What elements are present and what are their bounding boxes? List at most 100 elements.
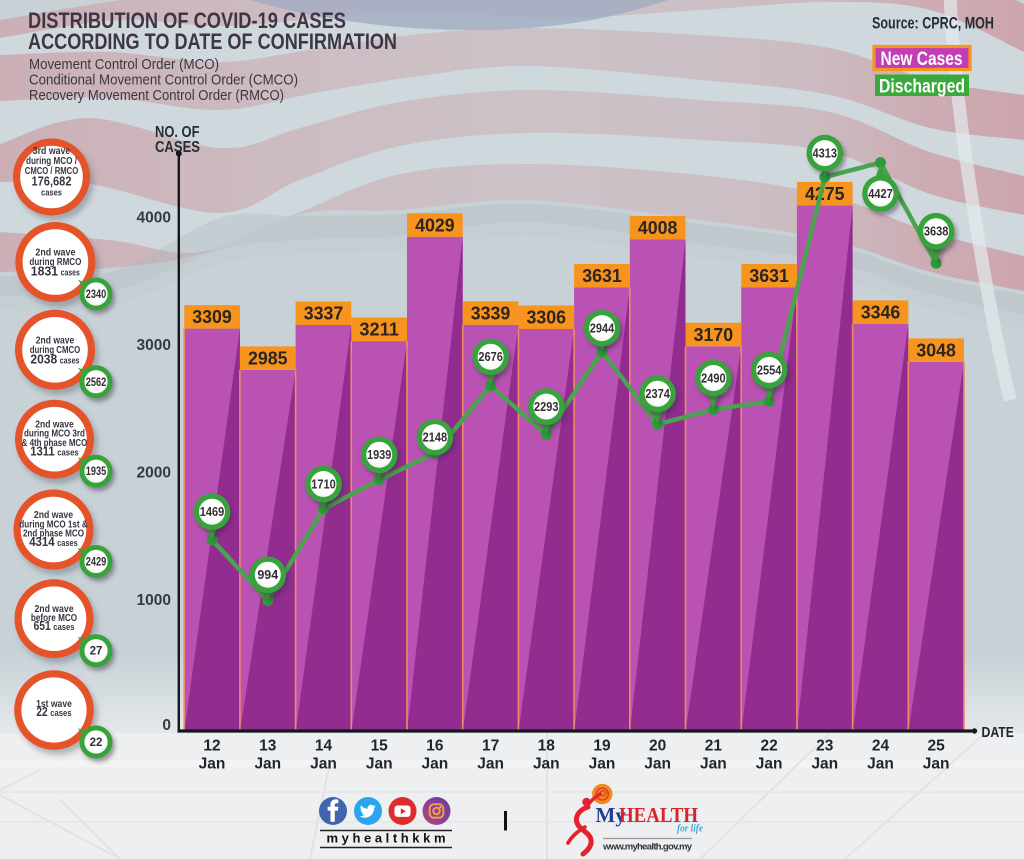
- svg-text:1935: 1935: [86, 466, 107, 478]
- svg-text:3339: 3339: [471, 302, 511, 323]
- svg-text:15: 15: [371, 738, 389, 755]
- svg-text:3631: 3631: [582, 265, 622, 286]
- svg-text:for life: for life: [677, 824, 703, 835]
- svg-text:New Cases: New Cases: [881, 48, 963, 70]
- svg-text:2429: 2429: [86, 557, 107, 569]
- svg-text:Jan: Jan: [923, 756, 950, 773]
- svg-text:4029: 4029: [415, 214, 455, 235]
- svg-text:Jan: Jan: [310, 756, 337, 773]
- svg-text:2374: 2374: [645, 387, 670, 401]
- svg-text:NO. OF: NO. OF: [155, 124, 200, 141]
- svg-text:Jan: Jan: [477, 756, 504, 773]
- svg-text:13: 13: [259, 738, 277, 755]
- svg-text:22: 22: [760, 738, 777, 755]
- svg-text:2293: 2293: [534, 400, 559, 414]
- svg-text:during RMCO: during RMCO: [29, 256, 81, 268]
- svg-text:25: 25: [927, 738, 945, 755]
- svg-text:27: 27: [90, 646, 103, 658]
- svg-text:1469: 1469: [200, 505, 225, 519]
- svg-text:2nd wave: 2nd wave: [36, 334, 75, 346]
- svg-text:1000: 1000: [137, 592, 171, 609]
- svg-text:Conditional Movement Control O: Conditional Movement Control Order (CMCO…: [29, 72, 298, 89]
- svg-text:Jan: Jan: [366, 756, 393, 773]
- svg-text:21: 21: [705, 738, 723, 755]
- svg-text:CMCO / RMCO: CMCO / RMCO: [25, 165, 79, 177]
- svg-text:Jan: Jan: [199, 756, 226, 773]
- svg-text:& 4th phase MCO: & 4th phase MCO: [22, 437, 88, 449]
- svg-text:2490: 2490: [701, 371, 726, 385]
- svg-text:4000: 4000: [137, 210, 171, 227]
- svg-text:Jan: Jan: [811, 756, 838, 773]
- svg-text:176,682: 176,682: [32, 174, 72, 189]
- svg-text:1710: 1710: [311, 477, 336, 491]
- svg-text:DISTRIBUTION OF COVID-19 CASES: DISTRIBUTION OF COVID-19 CASES: [28, 8, 346, 33]
- svg-text:2562: 2562: [86, 377, 107, 389]
- svg-text:3346: 3346: [861, 301, 901, 322]
- svg-text:during MCO 3rd: during MCO 3rd: [24, 428, 85, 440]
- svg-text:2nd phase MCO: 2nd phase MCO: [23, 528, 84, 540]
- svg-text:before MCO: before MCO: [31, 612, 77, 624]
- svg-text:3638: 3638: [924, 225, 949, 239]
- svg-text:3309: 3309: [192, 306, 232, 327]
- svg-text:Jan: Jan: [254, 756, 281, 773]
- svg-text:myhealthkkm: myhealthkkm: [327, 831, 446, 846]
- svg-text:4008: 4008: [638, 217, 678, 238]
- svg-text:3170: 3170: [694, 324, 734, 345]
- svg-text:Recovery Movement Control Orde: Recovery Movement Control Order (RMCO): [29, 87, 284, 104]
- svg-text:2148: 2148: [423, 431, 448, 445]
- svg-text:1st wave: 1st wave: [36, 698, 72, 710]
- svg-text:994: 994: [257, 568, 278, 582]
- svg-text:during MCO /: during MCO /: [26, 155, 77, 167]
- svg-text:2985: 2985: [248, 347, 288, 368]
- svg-text:Jan: Jan: [867, 756, 894, 773]
- svg-text:Jan: Jan: [589, 756, 616, 773]
- svg-text:Discharged: Discharged: [879, 75, 965, 97]
- svg-text:4427: 4427: [868, 187, 893, 201]
- svg-text:22: 22: [90, 737, 103, 749]
- svg-text:3631: 3631: [749, 265, 789, 286]
- svg-text:2676: 2676: [478, 350, 503, 364]
- svg-text:3306: 3306: [527, 307, 567, 328]
- svg-text:Source: CPRC, MOH: Source: CPRC, MOH: [872, 14, 994, 33]
- svg-text:HEALTH: HEALTH: [619, 803, 698, 827]
- svg-text:18: 18: [538, 738, 556, 755]
- svg-text:CASES: CASES: [155, 139, 200, 156]
- svg-text:during MCO 1st &: during MCO 1st &: [19, 519, 88, 531]
- svg-text:3337: 3337: [304, 303, 344, 324]
- svg-text:3211: 3211: [359, 319, 399, 340]
- svg-text:Jan: Jan: [756, 756, 783, 773]
- svg-text:2nd wave: 2nd wave: [34, 603, 73, 615]
- svg-text:2nd wave: 2nd wave: [34, 509, 73, 521]
- svg-text:17: 17: [482, 738, 499, 755]
- svg-text:Jan: Jan: [533, 756, 560, 773]
- svg-text:24: 24: [872, 738, 890, 755]
- svg-text:2nd wave: 2nd wave: [35, 419, 74, 431]
- svg-text:2554: 2554: [757, 363, 782, 377]
- svg-text:Jan: Jan: [644, 756, 671, 773]
- svg-text:4275: 4275: [805, 183, 845, 204]
- svg-text:3048: 3048: [916, 339, 956, 360]
- svg-text:My: My: [596, 803, 627, 827]
- svg-text:DATE: DATE: [982, 724, 1015, 741]
- svg-text:1939: 1939: [367, 448, 392, 462]
- svg-text:3000: 3000: [137, 337, 171, 354]
- svg-text:2000: 2000: [137, 465, 171, 482]
- svg-text:19: 19: [593, 738, 611, 755]
- svg-text:3rd wave: 3rd wave: [33, 145, 71, 157]
- svg-text:2nd wave: 2nd wave: [35, 247, 75, 259]
- svg-text:4313: 4313: [813, 147, 838, 161]
- svg-text:16: 16: [426, 738, 444, 755]
- svg-text:www.myhealth.gov.my: www.myhealth.gov.my: [602, 842, 693, 853]
- svg-text:2944: 2944: [590, 322, 615, 336]
- svg-text:during CMCO: during CMCO: [30, 344, 81, 356]
- svg-text:Jan: Jan: [700, 756, 727, 773]
- svg-text:20: 20: [649, 738, 666, 755]
- svg-text:ACCORDING TO DATE OF CONFIRMAT: ACCORDING TO DATE OF CONFIRMATION: [28, 29, 397, 54]
- svg-text:Jan: Jan: [422, 756, 449, 773]
- svg-text:23: 23: [816, 738, 834, 755]
